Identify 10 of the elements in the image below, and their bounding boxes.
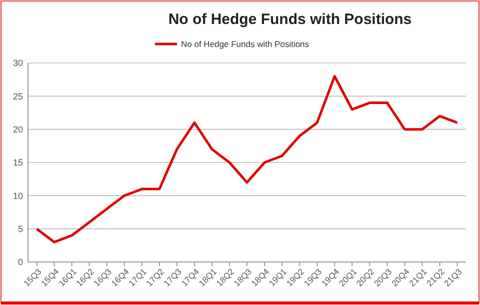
y-tick-label: 20 <box>12 124 23 134</box>
legend-label: No of Hedge Funds with Positions <box>181 38 310 49</box>
y-tick-label: 30 <box>12 58 23 68</box>
y-tick-label: 15 <box>12 158 23 168</box>
line-series <box>36 75 458 244</box>
y-tick-label: 5 <box>18 224 23 234</box>
y-tick-label: 10 <box>12 190 23 201</box>
y-tick-label: 0 <box>18 257 23 268</box>
chart-title: No of Hedge Funds with Positions <box>168 11 412 28</box>
y-tick-label: 25 <box>12 91 23 102</box>
